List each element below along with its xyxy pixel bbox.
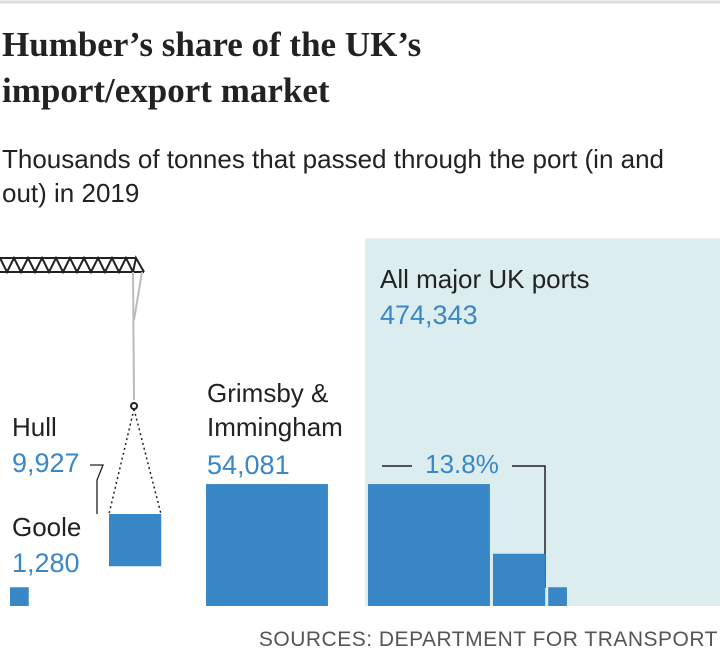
chart-title: Humber’s share of the UK’s import/export…: [2, 25, 422, 110]
source: SOURCES: DEPARTMENT FOR TRANSPORT: [258, 628, 718, 651]
share-bar: [492, 553, 546, 606]
value-label: 1,280: [12, 548, 80, 578]
share-bar: [368, 484, 490, 606]
bar: [10, 587, 29, 606]
share-label: 13.8%: [425, 449, 499, 479]
bar: [109, 514, 162, 567]
share-bracket: [382, 465, 546, 588]
crane: [0, 255, 162, 515]
value-label: 9,927: [12, 448, 80, 478]
category-label: Grimsby & Immingham: [207, 378, 343, 442]
total-label: All major UK ports: [380, 264, 590, 294]
total-value: 474,343: [380, 300, 478, 330]
chart-subtitle: Thousands of tonnes that passed through …: [2, 144, 665, 208]
share-bar: [548, 587, 567, 606]
value-label: 54,081: [207, 450, 290, 480]
bar: [206, 484, 328, 606]
category-label: Hull: [12, 412, 57, 442]
category-label: Goole: [12, 512, 82, 542]
